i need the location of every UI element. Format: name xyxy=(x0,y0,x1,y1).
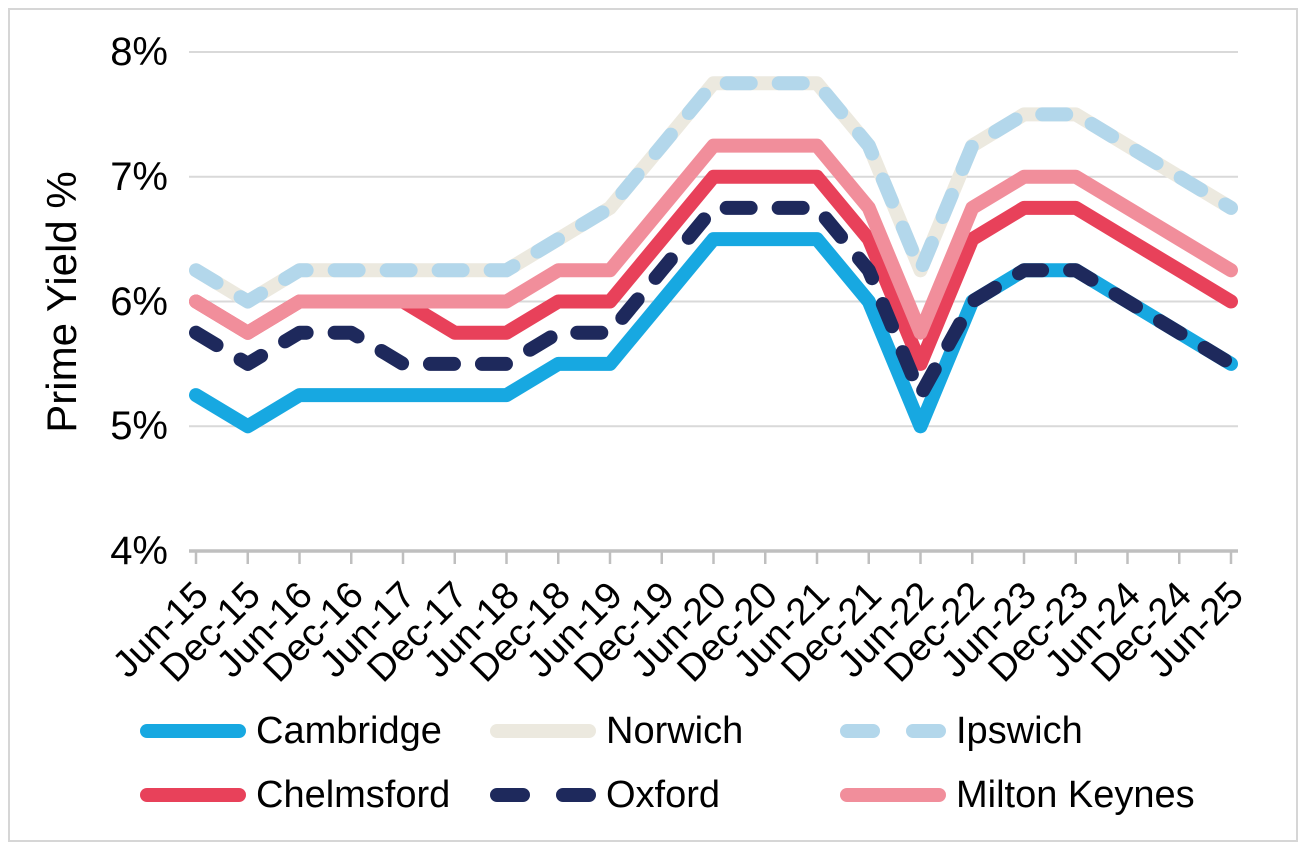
y-tick-label-4%: 4% xyxy=(110,529,168,573)
legend-label-chelmsford: Chelmsford xyxy=(256,773,451,816)
legend-swatch-oxford xyxy=(490,788,596,802)
legend-label-ipswich: Ipswich xyxy=(956,709,1083,752)
series-line-ipswich xyxy=(189,76,1238,309)
y-tick-label-5%: 5% xyxy=(110,404,168,449)
y-tick-label-7%: 7% xyxy=(110,154,168,199)
legend-label-cambridge: Cambridge xyxy=(256,709,442,752)
legend-item-chelmsford: Chelmsford xyxy=(140,774,490,816)
series-line-milton-keynes xyxy=(189,138,1238,340)
legend-item-cambridge: Cambridge xyxy=(140,710,490,752)
legend-swatch-milton-keynes xyxy=(840,788,946,802)
legend-swatch-norwich xyxy=(490,724,596,738)
legend-swatch-chelmsford xyxy=(140,788,246,802)
legend-swatch-ipswich xyxy=(840,724,946,738)
y-tick-label-8%: 8% xyxy=(110,30,168,74)
series-line-cambridge xyxy=(189,232,1238,434)
chart-legend: Cambridge Norwich Ipswich Chelmsford Oxford M… xyxy=(140,710,1260,816)
legend-label-oxford: Oxford xyxy=(606,773,721,816)
y-axis-title: Prime Yield % xyxy=(38,171,85,433)
y-tick-label-6%: 6% xyxy=(110,279,168,324)
legend-item-ipswich: Ipswich xyxy=(840,710,1190,752)
legend-item-oxford: Oxford xyxy=(490,774,840,816)
legend-item-norwich: Norwich xyxy=(490,710,840,752)
legend-label-norwich: Norwich xyxy=(606,709,744,752)
legend-item-milton-keynes: Milton Keynes xyxy=(840,774,1195,816)
legend-swatch-cambridge xyxy=(140,724,246,738)
legend-label-milton-keynes: Milton Keynes xyxy=(956,773,1195,816)
